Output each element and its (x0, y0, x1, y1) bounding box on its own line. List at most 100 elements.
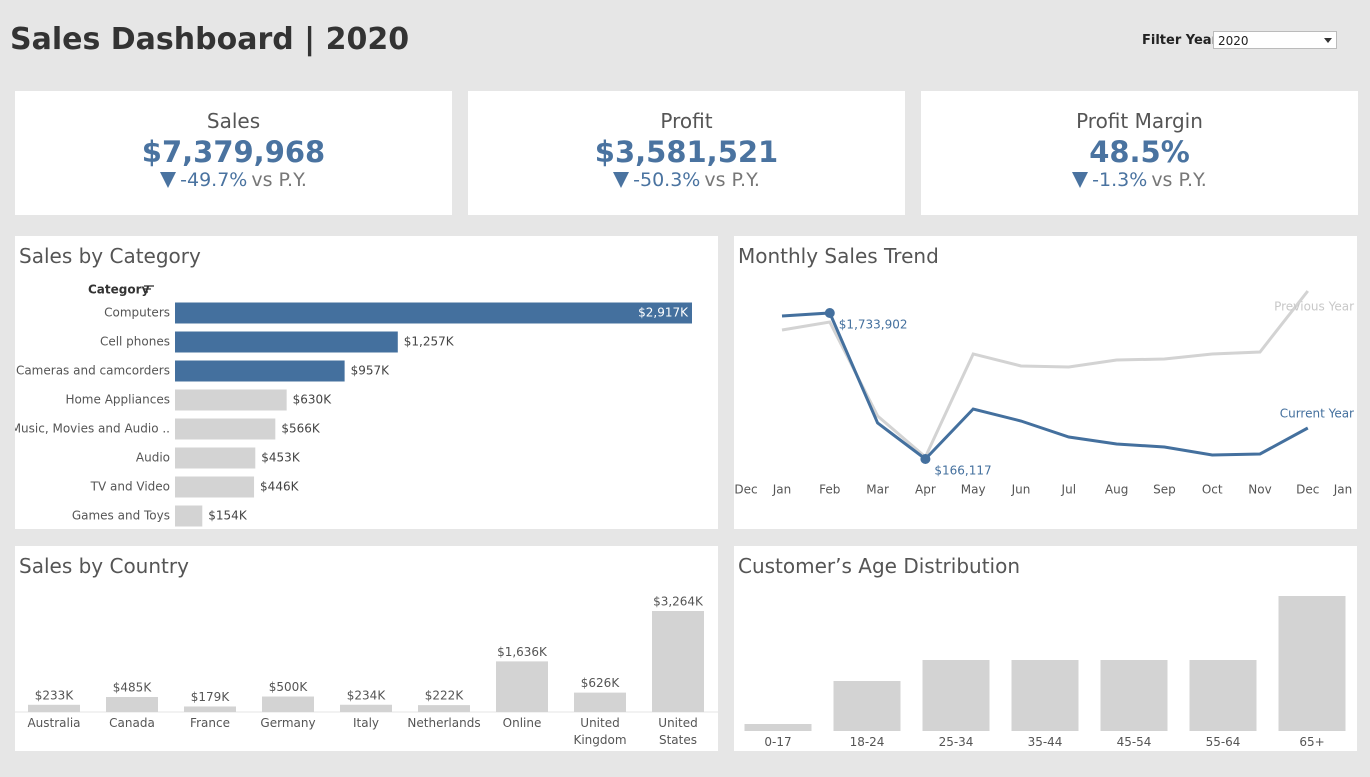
x-tick-label: 25-34 (938, 735, 974, 749)
value-label: $3,264K (653, 595, 704, 609)
kpi-change: -1.3% (1092, 169, 1148, 191)
x-tick-label: Jan (772, 483, 792, 497)
panel-title: Sales by Country (19, 554, 189, 578)
kpi-comparison: vs P.Y. (251, 169, 307, 191)
x-tick-label: Canada (109, 716, 155, 730)
x-tick-label: 0-17 (764, 735, 792, 749)
panel-title: Customer’s Age Distribution (738, 554, 1021, 578)
bar (340, 704, 392, 712)
kpi-card: Profit $3,581,521 -50.3% vs P.Y. (468, 91, 905, 215)
kpi-value: 48.5% (1089, 135, 1190, 169)
dropdown-arrow (1324, 38, 1332, 43)
value-label: $957K (351, 364, 391, 378)
panel-title: Sales by Category (19, 244, 201, 268)
panel-title: Monthly Sales Trend (738, 244, 939, 268)
chart (744, 596, 1346, 731)
category-label: Cell phones (100, 335, 170, 349)
x-tick-label: 18-24 (849, 735, 885, 749)
value-label: $166,117 (934, 464, 991, 478)
point (824, 307, 835, 318)
trend-panel: Dec Jan Feb Mar Apr May Jun Jul Aug Sep Oct Nov Dec J… (734, 236, 1357, 529)
x-tick-label: Feb (819, 483, 840, 497)
dashboard-title: Sales Dashboard | 2020 (10, 22, 410, 57)
x-tick-label: France (190, 716, 230, 730)
x-tick-label: 55-64 (1205, 735, 1241, 749)
bar (175, 505, 203, 527)
kpi-change-row: -50.3% vs P.Y. (468, 169, 905, 191)
bar (175, 418, 276, 440)
x-tick-label: Nov (1248, 483, 1271, 497)
value-label: $2,917K (638, 306, 689, 320)
kpi-change: -50.3% (633, 169, 701, 191)
kpi-label: Profit (660, 109, 713, 133)
kpi-label: Sales (206, 109, 261, 133)
filter-value: 2020 (1218, 34, 1249, 48)
bar (496, 661, 548, 712)
category-label: Computers (104, 306, 170, 320)
x-tick-label: Jun (1011, 483, 1031, 497)
line (781, 290, 1309, 460)
value-label: $485K (113, 680, 153, 694)
x-tick-label: Australia (27, 716, 81, 730)
bar (922, 660, 990, 731)
axis-label: Category (88, 283, 150, 297)
value-label: $630K (293, 393, 333, 407)
age-panel: 0-17 18-24 25-34 35-44 45-54 55-64 65+ Customer… (734, 546, 1357, 751)
value-label: $222K (425, 689, 465, 703)
value-label: $453K (261, 451, 301, 465)
x-tick-label: Germany (260, 716, 316, 730)
value-label: $179K (191, 690, 231, 704)
value-label: $1,733,902 (839, 317, 908, 331)
x-tick-label: Jan (1333, 483, 1353, 497)
down-arrow (1072, 172, 1089, 188)
down-arrow (613, 172, 630, 188)
kpi-value: $7,379,968 (141, 135, 326, 169)
chart: Category Computers $2,917K Cell phones $1,25… (15, 283, 692, 527)
x-tick-label: Sep (1153, 483, 1176, 497)
kpi-change-row: -49.7% vs P.Y. (15, 169, 452, 191)
kpi-card: Sales $7,379,968 -49.7% vs P.Y. (15, 91, 452, 215)
year-filter[interactable]: 2020 (1213, 31, 1337, 49)
bar (418, 705, 470, 712)
bar (1011, 660, 1079, 731)
bar (262, 696, 314, 712)
category-label: Home Appliances (65, 393, 170, 407)
value-label: $1,257K (404, 335, 455, 349)
x-tick-label: Apr (915, 483, 936, 497)
bar (1189, 660, 1257, 731)
bar (175, 476, 255, 498)
value-label: $233K (35, 688, 75, 702)
category-label: TV and Video (90, 480, 170, 494)
bar (744, 724, 812, 731)
bar (1278, 596, 1346, 731)
bar (175, 389, 287, 411)
bar (28, 704, 80, 712)
kpi-change: -49.7% (180, 169, 248, 191)
x-tick-label: Mar (866, 483, 889, 497)
bar (652, 611, 704, 712)
value-label: $566K (281, 422, 321, 436)
x-tick-label: May (961, 483, 986, 497)
value-label: $446K (260, 480, 300, 494)
value-label: $154K (208, 509, 248, 523)
point (920, 454, 931, 464)
kpi-card: Profit Margin 48.5% -1.3% vs P.Y. (921, 91, 1358, 215)
bar (1100, 660, 1168, 731)
kpi-change-row: -1.3% vs P.Y. (921, 169, 1358, 191)
bar (175, 302, 692, 324)
chart: $233K $485K $179K $500K $234K $222K $1,636K $62… (15, 595, 718, 713)
series-label: Current Year (1280, 406, 1354, 420)
x-tick-label: Dec (1296, 483, 1319, 497)
chart: Dec Jan Feb Mar Apr May Jun Jul Aug Sep Oct Nov Dec J… (734, 290, 1354, 497)
bar (833, 681, 901, 731)
x-tick-label: Jul (1061, 483, 1076, 497)
kpi-value: $3,581,521 (594, 135, 779, 169)
bar (574, 692, 626, 712)
bar (175, 360, 345, 382)
category-label: Music, Movies and Audio .. (15, 422, 170, 436)
bar (175, 331, 398, 353)
series-label: Previous Year (1274, 300, 1354, 314)
value-label: $1,636K (497, 645, 548, 659)
x-tick-label: Dec (734, 483, 757, 497)
